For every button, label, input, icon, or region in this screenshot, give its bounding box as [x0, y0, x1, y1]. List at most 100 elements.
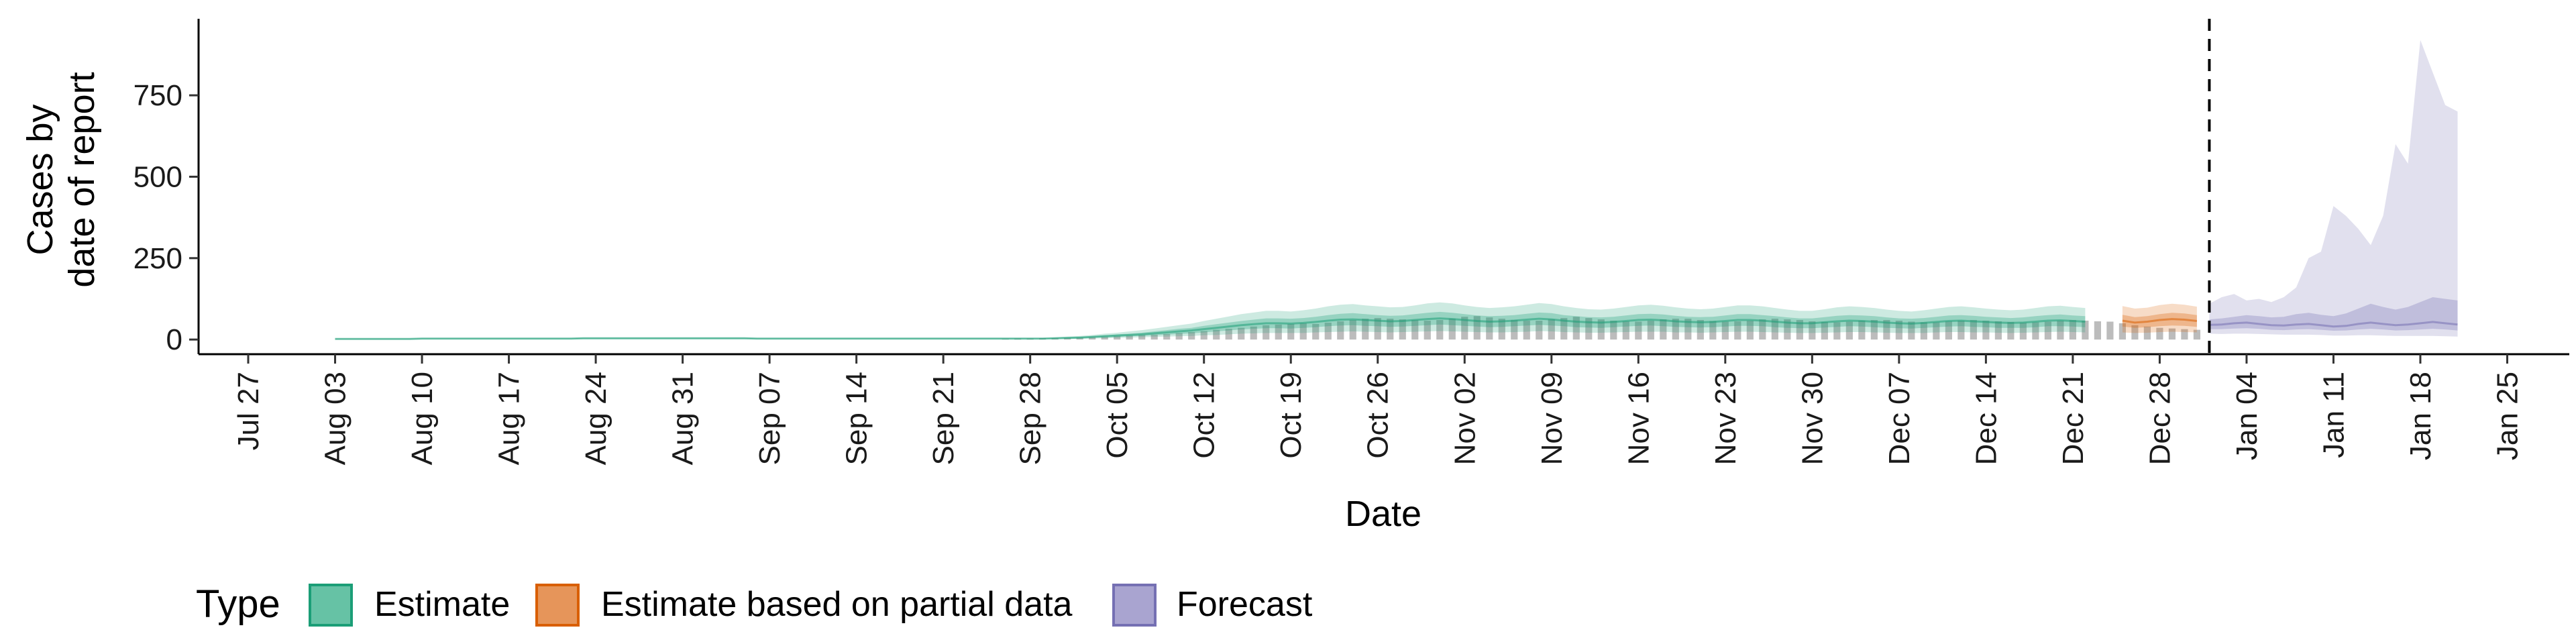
reported-case-bar: [1933, 322, 1940, 340]
reported-case-bar: [1709, 321, 1717, 340]
y-ticks: 0 250 500 750: [133, 79, 199, 356]
y-axis-title-second: date of report: [62, 72, 102, 287]
reported-case-bar: [2007, 321, 2015, 340]
reported-case-bar: [1275, 324, 1282, 340]
reported-case-bar: [1858, 321, 1866, 340]
y-tick-label: 500: [133, 160, 182, 193]
x-tick-label: Aug 17: [493, 372, 526, 465]
legend: Type Estimate Estimate based on partial …: [196, 582, 1313, 627]
x-tick-label: Oct 05: [1101, 372, 1134, 459]
x-tick-label: Nov 02: [1448, 372, 1481, 465]
reported-case-bar: [2057, 321, 2064, 340]
reported-case-bar: [1809, 321, 1816, 340]
reported-case-bar: [2181, 329, 2188, 340]
reported-case-bar: [1163, 333, 1171, 340]
estimate-based-on-partial-data-band-90: [2122, 303, 2197, 333]
reported-case-bar: [1263, 325, 1270, 340]
reported-case-bar: [2032, 322, 2039, 340]
x-tick-label: Jul 27: [232, 372, 265, 450]
reported-case-bar: [2143, 326, 2151, 340]
x-tick-label: Oct 12: [1188, 372, 1221, 459]
reported-case-bar: [1684, 319, 1692, 340]
legend-key-forecast: [1112, 584, 1157, 627]
estimate-band-50: [335, 311, 2086, 339]
reported-case-bar: [1411, 320, 1419, 340]
reported-case-bar: [1498, 319, 1505, 340]
reported-case-bar: [1945, 321, 1952, 340]
reported-case-bar: [2118, 323, 2126, 340]
reported-case-bar: [1560, 318, 1568, 340]
reported-case-bar: [1387, 319, 1394, 340]
reported-case-bar: [1994, 321, 2002, 340]
reported-case-bar: [1908, 321, 1915, 340]
forecast-band-50: [2209, 297, 2458, 331]
reported-case-bar: [1473, 316, 1481, 340]
x-tick-label: Nov 16: [1622, 372, 1655, 465]
reported-case-bar: [1721, 321, 1729, 340]
y-axis-title: Cases by: [20, 104, 60, 255]
reported-case-bar: [1833, 322, 1841, 340]
reported-case-bar: [1970, 320, 1977, 340]
reported-case-bar: [1287, 323, 1295, 340]
forecast-median-line: [2209, 321, 2458, 328]
x-tick-label: Sep 21: [927, 372, 960, 465]
reported-case-bar: [1349, 320, 1356, 340]
reported-case-bar: [1845, 321, 1853, 340]
reported-case-bar: [1250, 326, 1257, 340]
legend-label-partial: Estimate based on partial data: [601, 585, 1073, 624]
reported-case-bar: [1672, 319, 1679, 340]
reported-case-bar: [1511, 320, 1518, 340]
reported-case-bar: [1870, 320, 1878, 340]
reported-case-bar: [1771, 319, 1778, 340]
reported-case-bar: [1486, 317, 1493, 340]
y-tick-label: 250: [133, 242, 182, 275]
x-tick-label: Dec 07: [1883, 372, 1916, 465]
reported-case-bar: [2106, 321, 2114, 340]
reported-case-bar: [1238, 327, 1245, 340]
x-tick-label: Aug 10: [406, 372, 439, 465]
reported-case-bar: [1399, 319, 1406, 340]
x-tick-label: Sep 28: [1014, 372, 1047, 465]
reported-case-bar: [1610, 321, 1617, 340]
reported-case-bar: [1089, 337, 1096, 340]
estimate-band-90: [335, 302, 2086, 340]
x-tick-label: Jan 18: [2404, 372, 2437, 460]
axes: [197, 19, 2569, 356]
reported-case-bar: [1821, 321, 1828, 340]
legend-key-estimate: [309, 584, 353, 627]
x-tick-label: Aug 31: [667, 372, 700, 465]
x-tick-label: Sep 07: [753, 372, 786, 465]
reported-case-bar: [2069, 320, 2076, 340]
reported-case-bar: [2019, 322, 2027, 340]
x-ticks: Jul 27 Aug 03 Aug 10 Aug 17 Aug 24 Aug 31 Sep …: [232, 354, 2524, 465]
reported-case-bar: [2156, 327, 2163, 340]
reported-case-bar: [1448, 319, 1456, 340]
reported-case-bar: [1312, 323, 1320, 340]
plot-area: [335, 19, 2458, 354]
reported-case-bar: [1697, 320, 1704, 340]
y-tick-label: 0: [166, 323, 182, 356]
reported-case-bar: [2044, 321, 2051, 340]
reported-case-bar: [2131, 325, 2139, 340]
reported-case-bar: [1200, 331, 1208, 340]
reported-case-bar: [1585, 318, 1593, 340]
reported-case-bar: [1175, 333, 1183, 340]
estimate-based-on-partial-data-median-line: [2122, 318, 2198, 324]
x-tick-label: Nov 30: [1796, 372, 1829, 465]
reported-case-bar: [2168, 328, 2176, 340]
x-tick-label: Dec 14: [1970, 372, 2002, 465]
reported-case-bar: [1784, 319, 1791, 340]
reported-case-bar: [1150, 334, 1158, 340]
x-tick-label: Aug 24: [580, 372, 612, 465]
reported-case-bar: [1523, 321, 1530, 340]
y-tick-label: 750: [133, 79, 182, 112]
reported-case-bar: [1126, 335, 1133, 340]
estimate-median-line: [335, 317, 2086, 340]
reported-case-bar: [2082, 321, 2089, 340]
x-tick-label: Dec 21: [2057, 372, 2090, 465]
x-tick-label: Aug 03: [319, 372, 352, 465]
reported-case-bar: [1982, 321, 1990, 340]
x-tick-label: Sep 14: [841, 372, 873, 465]
legend-label-estimate: Estimate: [374, 585, 510, 624]
reported-case-bar: [1436, 320, 1444, 340]
